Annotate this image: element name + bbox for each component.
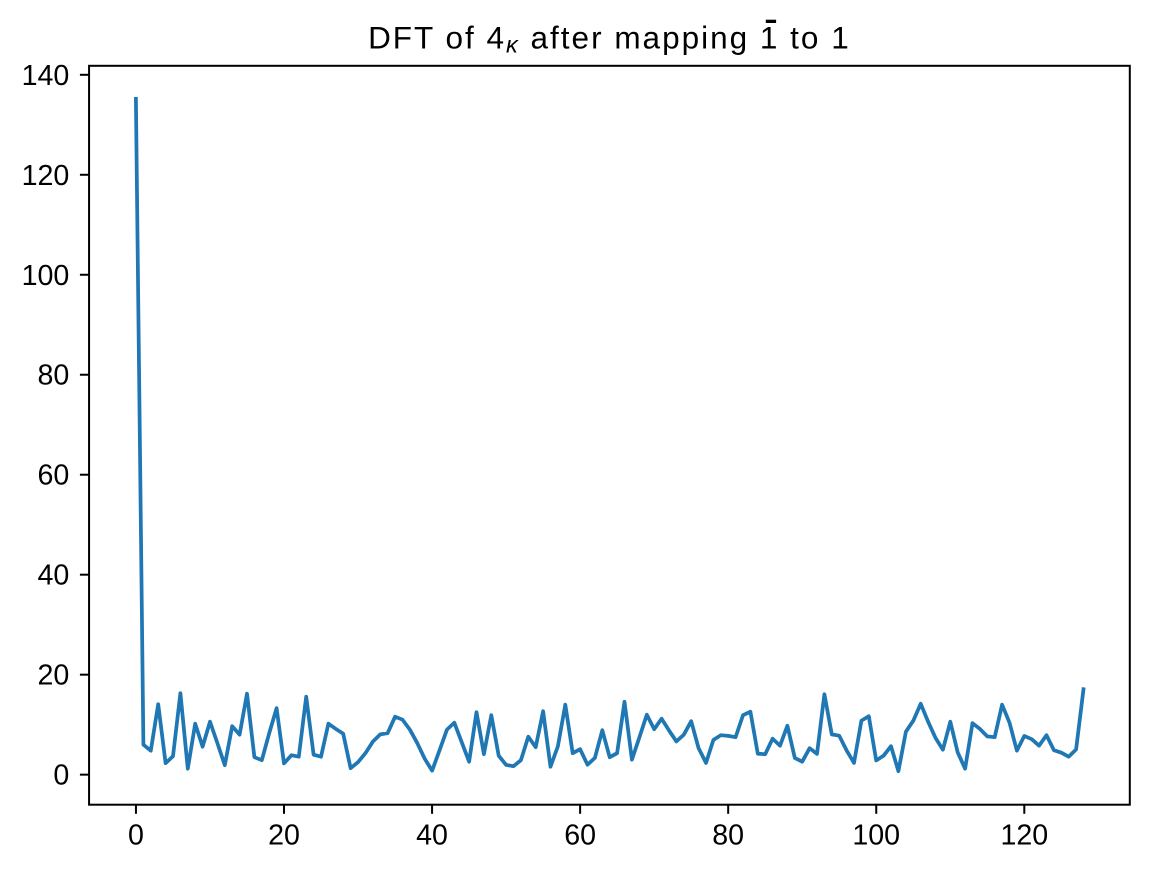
svg-text:140: 140: [22, 60, 70, 92]
svg-text:20: 20: [268, 820, 300, 852]
svg-text:100: 100: [852, 820, 900, 852]
svg-text:60: 60: [37, 460, 69, 492]
svg-text:80: 80: [712, 820, 744, 852]
svg-text:DFT of 4κ after mapping 1 to 1: DFT of 4κ after mapping 1 to 1: [368, 19, 851, 57]
svg-text:0: 0: [53, 760, 69, 792]
svg-text:60: 60: [564, 820, 596, 852]
svg-text:80: 80: [37, 360, 69, 392]
svg-text:100: 100: [22, 260, 70, 292]
svg-text:0: 0: [128, 820, 144, 852]
svg-text:120: 120: [1000, 820, 1048, 852]
svg-text:40: 40: [416, 820, 448, 852]
svg-text:40: 40: [37, 560, 69, 592]
svg-text:20: 20: [37, 660, 69, 692]
svg-text:120: 120: [22, 160, 70, 192]
